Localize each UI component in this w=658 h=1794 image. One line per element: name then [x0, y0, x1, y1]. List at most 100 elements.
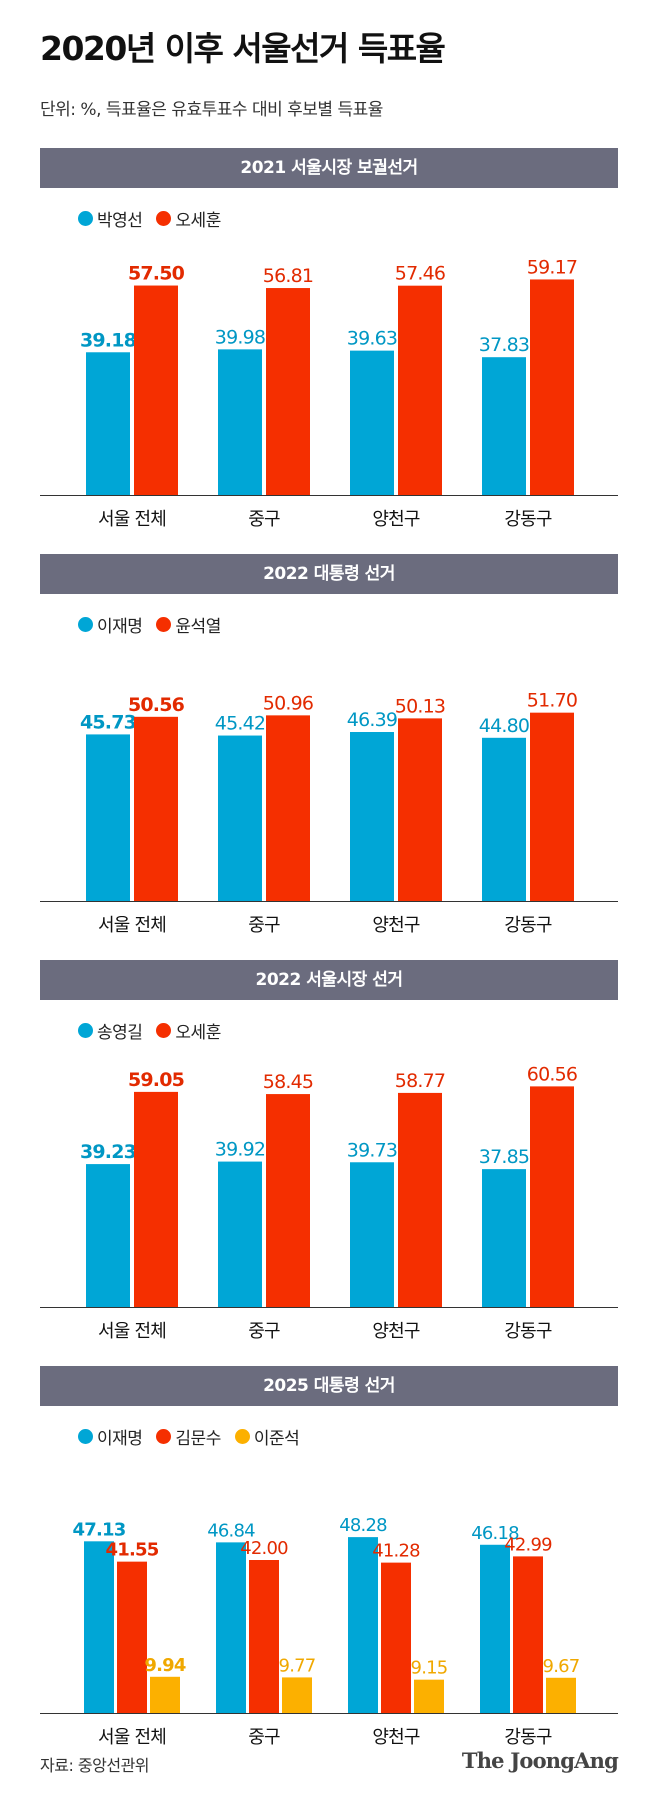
- bar: [266, 1094, 310, 1307]
- data-label: 46.84: [207, 1520, 255, 1541]
- legend-dot: [234, 1429, 250, 1444]
- bar-plot: 39.23 59.05 서울 전체 39.92 58.45 중구 39.73 58.77 양천구…: [40, 1063, 618, 1342]
- category-label: 강동구: [504, 1727, 552, 1748]
- legend-dot: [78, 1429, 93, 1444]
- bar: [530, 712, 574, 901]
- bar: [86, 352, 130, 495]
- data-label: 57.50: [128, 263, 185, 285]
- bar: [86, 734, 130, 901]
- category-label: 강동구: [504, 915, 552, 936]
- chart-title: 2022 서울시장 선거: [40, 960, 618, 1000]
- brand-logo: The JoongAng: [461, 1748, 619, 1773]
- bar: [266, 288, 310, 495]
- chart-panel-2: 2022 대통령 선거 이재명 윤석열 45.73 50.56 서울 전체 45.42 50.…: [40, 554, 618, 974]
- data-label: 45.73: [80, 711, 136, 733]
- bar: [134, 716, 178, 901]
- bar: [266, 715, 310, 901]
- category-label: 중구: [248, 1321, 280, 1342]
- legend-dot: [78, 617, 93, 632]
- category-label: 서울 전체: [98, 1727, 166, 1748]
- data-label: 46.18: [471, 1523, 519, 1544]
- bar: [350, 350, 394, 495]
- chart-panel-1: 2021 서울시장 보궐선거 박영선 오세훈 39.18 57.50 서울 전체 39.98…: [40, 148, 618, 568]
- category-label: 양천구: [372, 915, 420, 936]
- chart-title: 2022 대통령 선거: [40, 554, 618, 594]
- bar: [381, 1562, 411, 1713]
- data-label: 9.15: [411, 1658, 448, 1679]
- data-label: 39.73: [347, 1139, 397, 1161]
- bar: [218, 349, 262, 495]
- bar: [398, 718, 442, 901]
- chart-panel-3: 2022 서울시장 선거 송영길 오세훈 39.23 59.05 서울 전체 39.92 58…: [40, 960, 618, 1380]
- bar: [282, 1677, 312, 1713]
- data-label: 44.80: [479, 715, 529, 737]
- data-label: 42.00: [240, 1538, 288, 1559]
- legend-label: 오세훈: [175, 211, 221, 231]
- legend-item: 이재명: [78, 1424, 143, 1449]
- legend-item: 오세훈: [156, 1018, 221, 1043]
- category-label: 서울 전체: [98, 509, 166, 530]
- data-label: 57.46: [395, 263, 445, 285]
- bar: [134, 1091, 178, 1307]
- bar: [350, 1162, 394, 1307]
- chart-title: 2025 대통령 선거: [40, 1366, 618, 1406]
- unit-note: 단위: %, 득표율은 유효투표수 대비 후보별 득표율: [40, 100, 383, 120]
- data-label: 39.23: [80, 1141, 136, 1163]
- bar: [482, 1169, 526, 1307]
- legend-item: 이준석: [234, 1424, 300, 1449]
- data-label: 58.45: [263, 1071, 313, 1093]
- legend-label: 박영선: [97, 211, 143, 231]
- data-label: 9.94: [144, 1655, 185, 1676]
- bar: [249, 1560, 279, 1713]
- legend-item: 오세훈: [156, 206, 221, 231]
- category-label: 양천구: [372, 509, 420, 530]
- category-label: 강동구: [504, 1321, 552, 1342]
- bar: [117, 1561, 147, 1713]
- data-label: 59.05: [128, 1069, 184, 1091]
- data-label: 50.13: [395, 695, 445, 717]
- legend-item: 김문수: [156, 1424, 221, 1449]
- bar: [348, 1537, 378, 1713]
- chart-legend: 이재명 김문수 이준석: [78, 1424, 300, 1449]
- legend-dot: [78, 1023, 93, 1038]
- data-label: 41.55: [106, 1540, 159, 1561]
- data-label: 48.28: [339, 1515, 387, 1536]
- category-label: 서울 전체: [98, 915, 166, 936]
- bar: [216, 1542, 246, 1713]
- data-label: 51.70: [527, 690, 577, 712]
- category-label: 중구: [248, 509, 280, 530]
- source-note: 자료: 중앙선관위: [40, 1756, 150, 1775]
- data-label: 56.81: [263, 265, 313, 287]
- data-label: 42.99: [504, 1534, 552, 1555]
- data-label: 37.83: [479, 334, 529, 356]
- legend-item: 윤석열: [156, 612, 221, 637]
- legend-dot: [78, 211, 93, 226]
- bar: [513, 1556, 543, 1713]
- data-label: 39.92: [215, 1139, 265, 1161]
- bar: [218, 1161, 262, 1307]
- category-label: 강동구: [504, 509, 552, 530]
- legend-dot: [156, 1023, 172, 1038]
- legend-label: 윤석열: [175, 617, 221, 637]
- data-label: 60.56: [527, 1063, 577, 1085]
- chart-legend: 송영길 오세훈: [78, 1018, 221, 1043]
- bar: [218, 735, 262, 901]
- chart-title: 2021 서울시장 보궐선거: [40, 148, 618, 188]
- data-label: 59.17: [527, 256, 577, 278]
- legend-label: 이재명: [97, 617, 143, 637]
- bar: [530, 1086, 574, 1307]
- data-label: 39.98: [215, 326, 265, 348]
- data-label: 45.42: [215, 713, 265, 735]
- bar: [482, 357, 526, 495]
- bar: [530, 279, 574, 495]
- legend-label: 김문수: [175, 1429, 221, 1449]
- bar: [480, 1544, 510, 1713]
- chart-panel-4: 2025 대통령 선거 이재명 김문수 이준석 47.13 41.55 9.94 서울 전체 4…: [40, 1366, 618, 1786]
- data-label: 41.28: [372, 1541, 420, 1562]
- category-label: 중구: [248, 915, 280, 936]
- legend-label: 송영길: [97, 1023, 143, 1043]
- legend-item: 송영길: [78, 1018, 143, 1043]
- legend-dot: [156, 1429, 172, 1444]
